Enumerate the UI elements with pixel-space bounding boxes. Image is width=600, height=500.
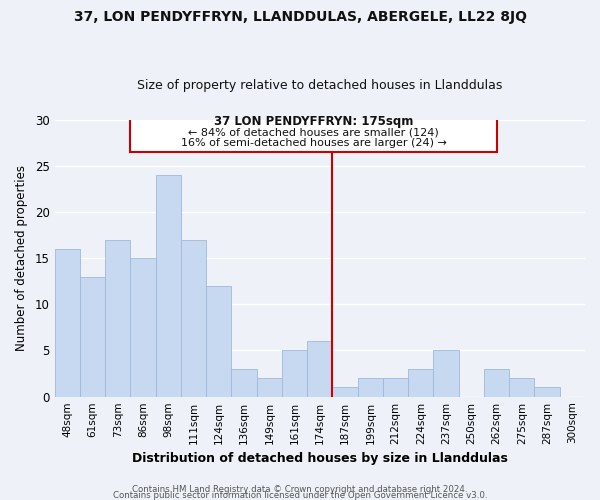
Bar: [181, 240, 206, 396]
Bar: [155, 175, 181, 396]
Bar: [105, 240, 130, 396]
Text: 16% of semi-detached houses are larger (24) →: 16% of semi-detached houses are larger (…: [181, 138, 446, 148]
Bar: [130, 258, 155, 396]
Bar: [535, 388, 560, 396]
Bar: [332, 388, 358, 396]
Text: ← 84% of detached houses are smaller (124): ← 84% of detached houses are smaller (12…: [188, 128, 439, 138]
Bar: [80, 276, 105, 396]
Bar: [55, 249, 80, 396]
Bar: [408, 369, 433, 396]
Bar: [257, 378, 282, 396]
Bar: [282, 350, 307, 397]
Bar: [358, 378, 383, 396]
Bar: [509, 378, 535, 396]
Bar: [484, 369, 509, 396]
FancyBboxPatch shape: [130, 113, 497, 152]
Y-axis label: Number of detached properties: Number of detached properties: [15, 165, 28, 351]
Bar: [433, 350, 459, 397]
Text: Contains HM Land Registry data © Crown copyright and database right 2024.: Contains HM Land Registry data © Crown c…: [132, 484, 468, 494]
Text: 37, LON PENDYFFRYN, LLANDDULAS, ABERGELE, LL22 8JQ: 37, LON PENDYFFRYN, LLANDDULAS, ABERGELE…: [74, 10, 527, 24]
X-axis label: Distribution of detached houses by size in Llanddulas: Distribution of detached houses by size …: [132, 452, 508, 465]
Text: 37 LON PENDYFFRYN: 175sqm: 37 LON PENDYFFRYN: 175sqm: [214, 115, 413, 128]
Text: Contains public sector information licensed under the Open Government Licence v3: Contains public sector information licen…: [113, 490, 487, 500]
Title: Size of property relative to detached houses in Llanddulas: Size of property relative to detached ho…: [137, 79, 503, 92]
Bar: [206, 286, 232, 397]
Bar: [232, 369, 257, 396]
Bar: [383, 378, 408, 396]
Bar: [307, 342, 332, 396]
